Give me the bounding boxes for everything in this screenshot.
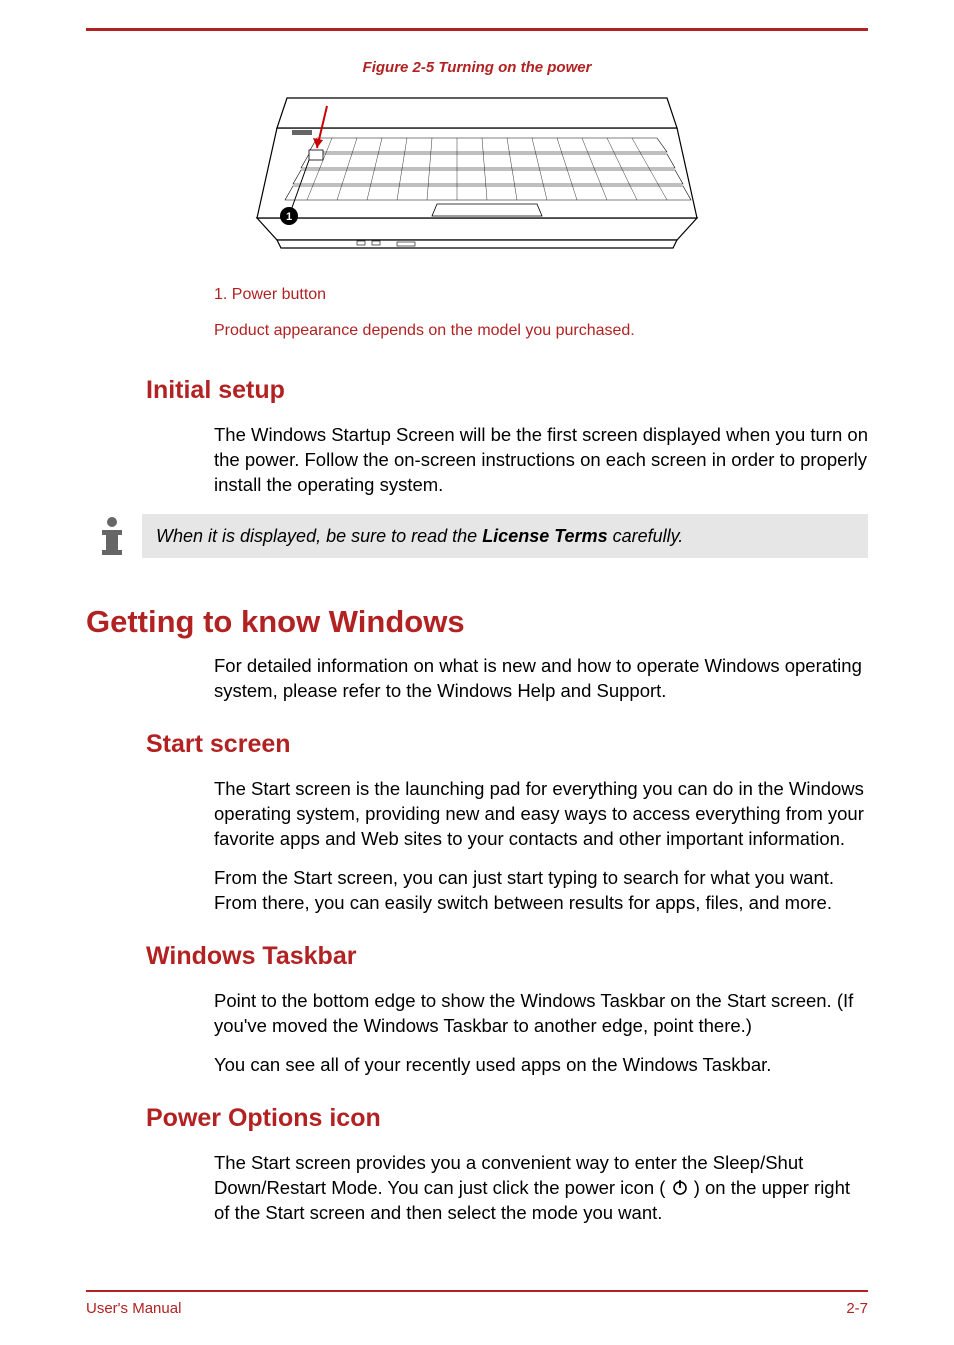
heading-initial-setup: Initial setup [146, 376, 868, 405]
figure-image: 1 [86, 88, 868, 258]
power-options-p1: The Start screen provides you a convenie… [214, 1151, 868, 1226]
figure-callout-label: 1. Power button [214, 286, 868, 304]
info-icon [86, 514, 142, 558]
figure-note: Product appearance depends on the model … [214, 322, 868, 340]
heading-getting-to-know: Getting to know Windows [86, 604, 868, 640]
footer-rule [86, 1290, 868, 1292]
figure-caption: Figure 2-5 Turning on the power [86, 59, 868, 76]
heading-windows-taskbar: Windows Taskbar [146, 942, 868, 971]
initial-setup-p1: The Windows Startup Screen will be the f… [214, 423, 868, 498]
footer-left: User's Manual [86, 1300, 181, 1317]
power-icon [671, 1178, 689, 1196]
note-box: When it is displayed, be sure to read th… [86, 514, 868, 558]
taskbar-p2: You can see all of your recently used ap… [214, 1053, 868, 1078]
start-screen-p2: From the Start screen, you can just star… [214, 866, 868, 916]
start-screen-p1: The Start screen is the launching pad fo… [214, 777, 868, 852]
top-rule [86, 28, 868, 31]
getting-to-know-p1: For detailed information on what is new … [214, 654, 868, 704]
heading-start-screen: Start screen [146, 730, 868, 759]
note-text: When it is displayed, be sure to read th… [142, 514, 868, 558]
taskbar-p1: Point to the bottom edge to show the Win… [214, 989, 868, 1039]
footer-right: 2-7 [846, 1300, 868, 1317]
heading-power-options: Power Options icon [146, 1104, 868, 1133]
page-footer: User's Manual 2-7 [86, 1290, 868, 1317]
page: Figure 2-5 Turning on the power [0, 0, 954, 1345]
callout-number: 1 [286, 211, 292, 223]
